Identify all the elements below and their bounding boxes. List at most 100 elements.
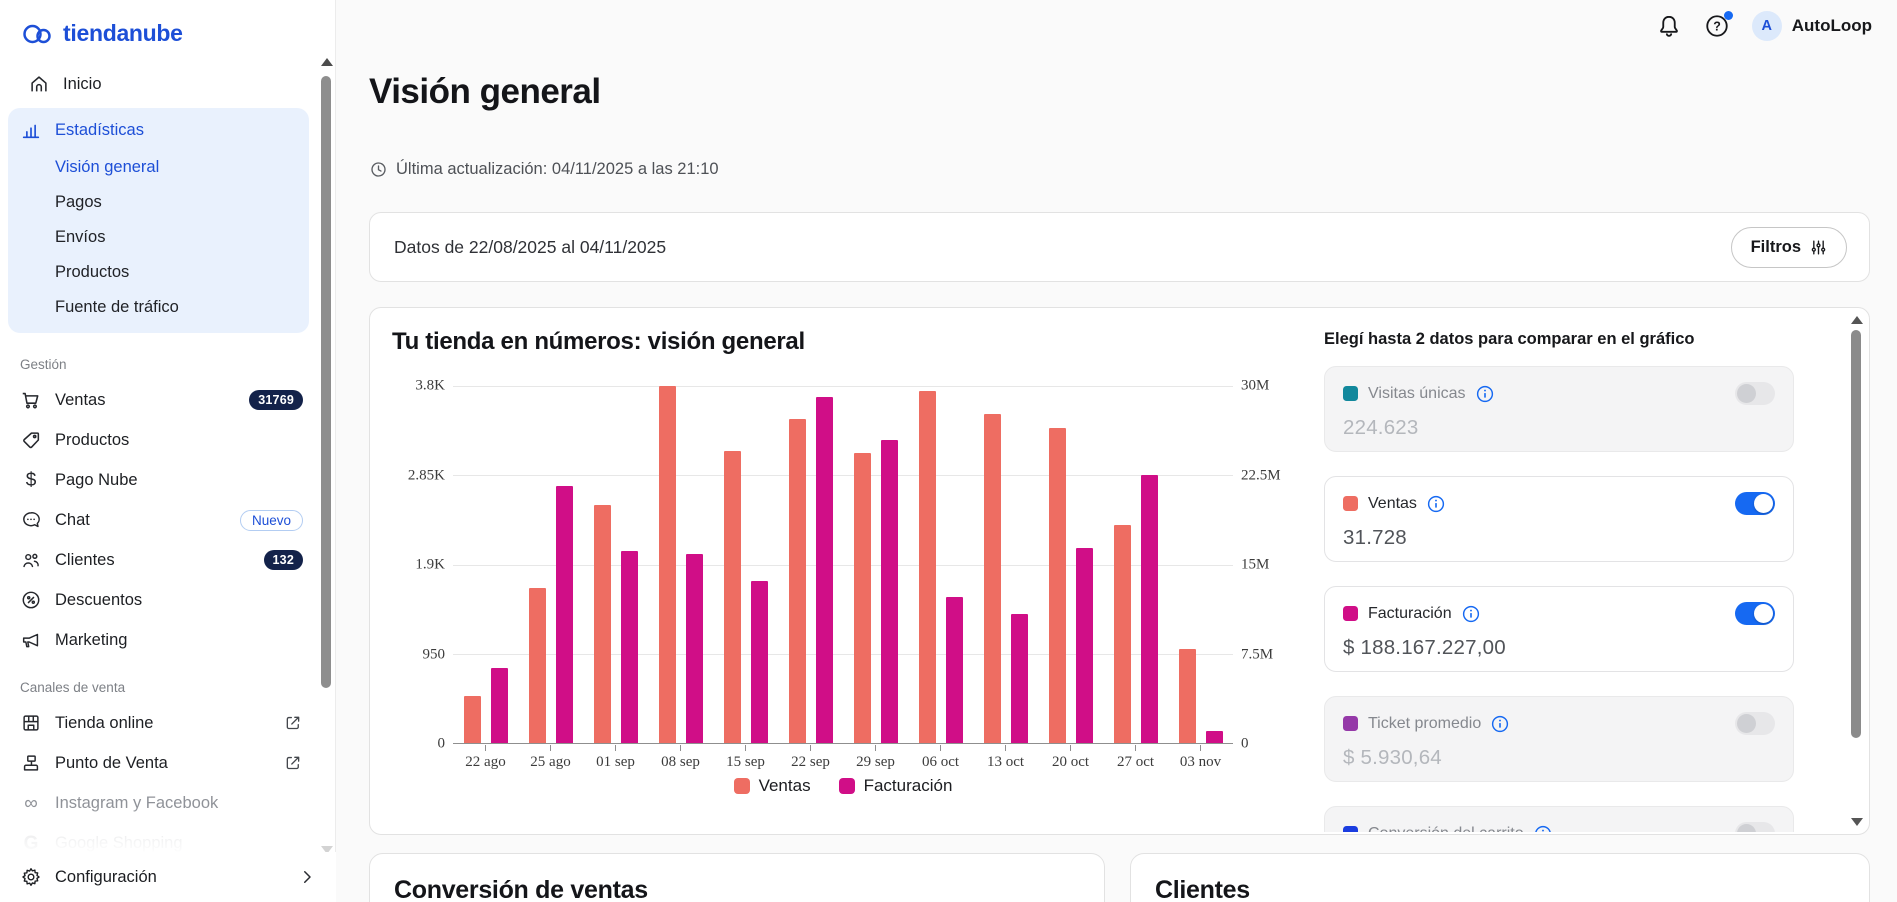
ventas-bar[interactable]: [1048, 428, 1066, 743]
metric-toggle[interactable]: [1735, 382, 1775, 405]
facturacion-bar[interactable]: [1075, 547, 1093, 743]
ventas-bar[interactable]: [1113, 525, 1131, 743]
ventas-bar[interactable]: [593, 505, 611, 743]
bar-group: [973, 386, 1038, 743]
sidebar-item-instagram-facebook[interactable]: ∞ Instagram y Facebook: [0, 783, 317, 823]
y-axis-tick: 15M: [1241, 556, 1270, 573]
metric-card[interactable]: Conversión del carrito: [1324, 806, 1794, 832]
ventas-bar[interactable]: [528, 588, 546, 743]
metric-card[interactable]: Facturación $ 188.167.227,00: [1324, 586, 1794, 672]
sidebar-item-label: Clientes: [55, 550, 115, 569]
sidebar-item-configuracion[interactable]: Configuración: [0, 852, 336, 902]
bar-group: [1168, 386, 1233, 743]
sidebar-item-envios[interactable]: Envíos: [55, 228, 106, 246]
sidebar-item-label: Google Shopping: [55, 833, 183, 852]
facturacion-bar[interactable]: [490, 668, 508, 743]
info-icon[interactable]: [1462, 605, 1480, 623]
metric-label: Facturación: [1368, 604, 1452, 622]
facturacion-bar[interactable]: [1140, 475, 1158, 743]
facturacion-bar[interactable]: [685, 553, 703, 743]
facturacion-bar[interactable]: [1205, 731, 1223, 743]
legend-swatch: [838, 778, 855, 794]
facturacion-bar[interactable]: [750, 581, 768, 743]
sidebar-item-punto-de-venta[interactable]: Punto de Venta: [0, 743, 317, 783]
facturacion-bar[interactable]: [945, 596, 963, 743]
y-axis-tick: 30M: [1241, 377, 1270, 394]
notifications-bell-icon[interactable]: [1656, 13, 1682, 39]
facturacion-bar[interactable]: [620, 551, 638, 743]
sidebar-item-estadisticas[interactable]: Estadísticas: [8, 110, 309, 150]
x-axis-label: 08 sep: [648, 745, 713, 771]
external-link-icon: [283, 753, 303, 773]
facturacion-bar[interactable]: [880, 439, 898, 743]
sidebar-item-ventas[interactable]: Ventas 31769: [0, 380, 317, 420]
ventas-bar[interactable]: [983, 414, 1001, 743]
y-axis-tick: 950: [422, 646, 446, 662]
ventas-bar[interactable]: [1178, 649, 1196, 743]
metric-toggle[interactable]: [1735, 492, 1775, 515]
sidebar-item-clientes[interactable]: Clientes 132: [0, 540, 317, 580]
account-menu[interactable]: A AutoLoop: [1751, 11, 1872, 41]
sidebar-item-pago-nube[interactable]: $ Pago Nube: [0, 460, 317, 500]
scroll-up-arrow[interactable]: [321, 58, 333, 66]
sidebar-item-label: Descuentos: [55, 590, 143, 609]
bar-group: [453, 386, 518, 743]
metric-card[interactable]: Ticket promedio $ 5.930,64: [1324, 696, 1794, 782]
info-icon[interactable]: [1476, 385, 1494, 403]
sidebar-item-chat[interactable]: Chat Nuevo: [0, 500, 317, 540]
x-axis-label: 03 nov: [1168, 745, 1233, 771]
sidebar-item-productos[interactable]: Productos: [0, 420, 317, 460]
metric-card[interactable]: Visitas únicas 224.623: [1324, 366, 1794, 452]
facturacion-bar[interactable]: [1010, 614, 1028, 743]
sidebar-scrollbar[interactable]: [319, 54, 334, 856]
sidebar-item-inicio[interactable]: Inicio: [8, 64, 317, 104]
tiendanube-logo[interactable]: tiendanube: [0, 0, 335, 47]
metric-toggle[interactable]: [1735, 822, 1775, 832]
legend-label: Ventas: [758, 776, 811, 795]
scrollbar-thumb[interactable]: [321, 76, 331, 688]
facturacion-bar[interactable]: [815, 396, 833, 743]
x-axis-label: 13 oct: [973, 745, 1038, 771]
last-update: Última actualización: 04/11/2025 a las 2…: [369, 160, 719, 179]
scroll-down-arrow[interactable]: [1851, 818, 1863, 826]
metric-toggle[interactable]: [1735, 712, 1775, 735]
sidebar-item-tienda-online[interactable]: Tienda online: [0, 703, 317, 743]
metric-color-swatch: [1343, 826, 1358, 832]
sidebar-item-productos-stats[interactable]: Productos: [55, 263, 130, 281]
ventas-bar[interactable]: [918, 390, 936, 743]
scroll-down-arrow[interactable]: [321, 846, 333, 854]
help-icon[interactable]: ?: [1704, 11, 1733, 39]
ventas-bar[interactable]: [658, 386, 676, 743]
gear-icon: [20, 866, 42, 888]
facturacion-bar[interactable]: [555, 485, 573, 743]
sidebar-item-descuentos[interactable]: Descuentos: [0, 580, 317, 620]
scroll-up-arrow[interactable]: [1851, 316, 1863, 324]
x-axis-label: 15 sep: [713, 745, 778, 771]
sidebar-item-label: Pago Nube: [55, 470, 138, 489]
ventas-count-badge: 31769: [249, 390, 303, 410]
panel-scrollbar[interactable]: [1849, 314, 1864, 828]
conversion-card-title: Conversión de ventas: [394, 876, 648, 902]
sidebar-item-vision-general[interactable]: Visión general: [55, 158, 160, 176]
bar-group: [1038, 386, 1103, 743]
metric-card[interactable]: Ventas 31.728: [1324, 476, 1794, 562]
filters-button[interactable]: Filtros: [1730, 226, 1847, 268]
ventas-bar[interactable]: [723, 450, 741, 743]
ventas-bar[interactable]: [788, 418, 806, 743]
info-icon[interactable]: [1534, 825, 1552, 832]
sidebar-item-marketing[interactable]: Marketing: [0, 620, 317, 660]
sidebar-item-pagos[interactable]: Pagos: [55, 193, 102, 211]
sidebar-item-fuente-trafico[interactable]: Fuente de tráfico: [55, 298, 179, 316]
clientes-card: Clientes: [1130, 853, 1870, 902]
ventas-bar[interactable]: [853, 452, 871, 743]
scrollbar-thumb[interactable]: [1851, 330, 1861, 738]
info-icon[interactable]: [1427, 495, 1445, 513]
clientes-card-title: Clientes: [1155, 876, 1250, 902]
y-axis-left: 3.8K 2.85K 1.9K 950 0: [398, 378, 453, 752]
y-axis-tick: 0: [437, 735, 446, 752]
metric-value: $ 188.167.227,00: [1343, 636, 1506, 659]
metric-toggle[interactable]: [1735, 602, 1775, 625]
ventas-bar[interactable]: [463, 696, 481, 743]
info-icon[interactable]: [1491, 715, 1509, 733]
